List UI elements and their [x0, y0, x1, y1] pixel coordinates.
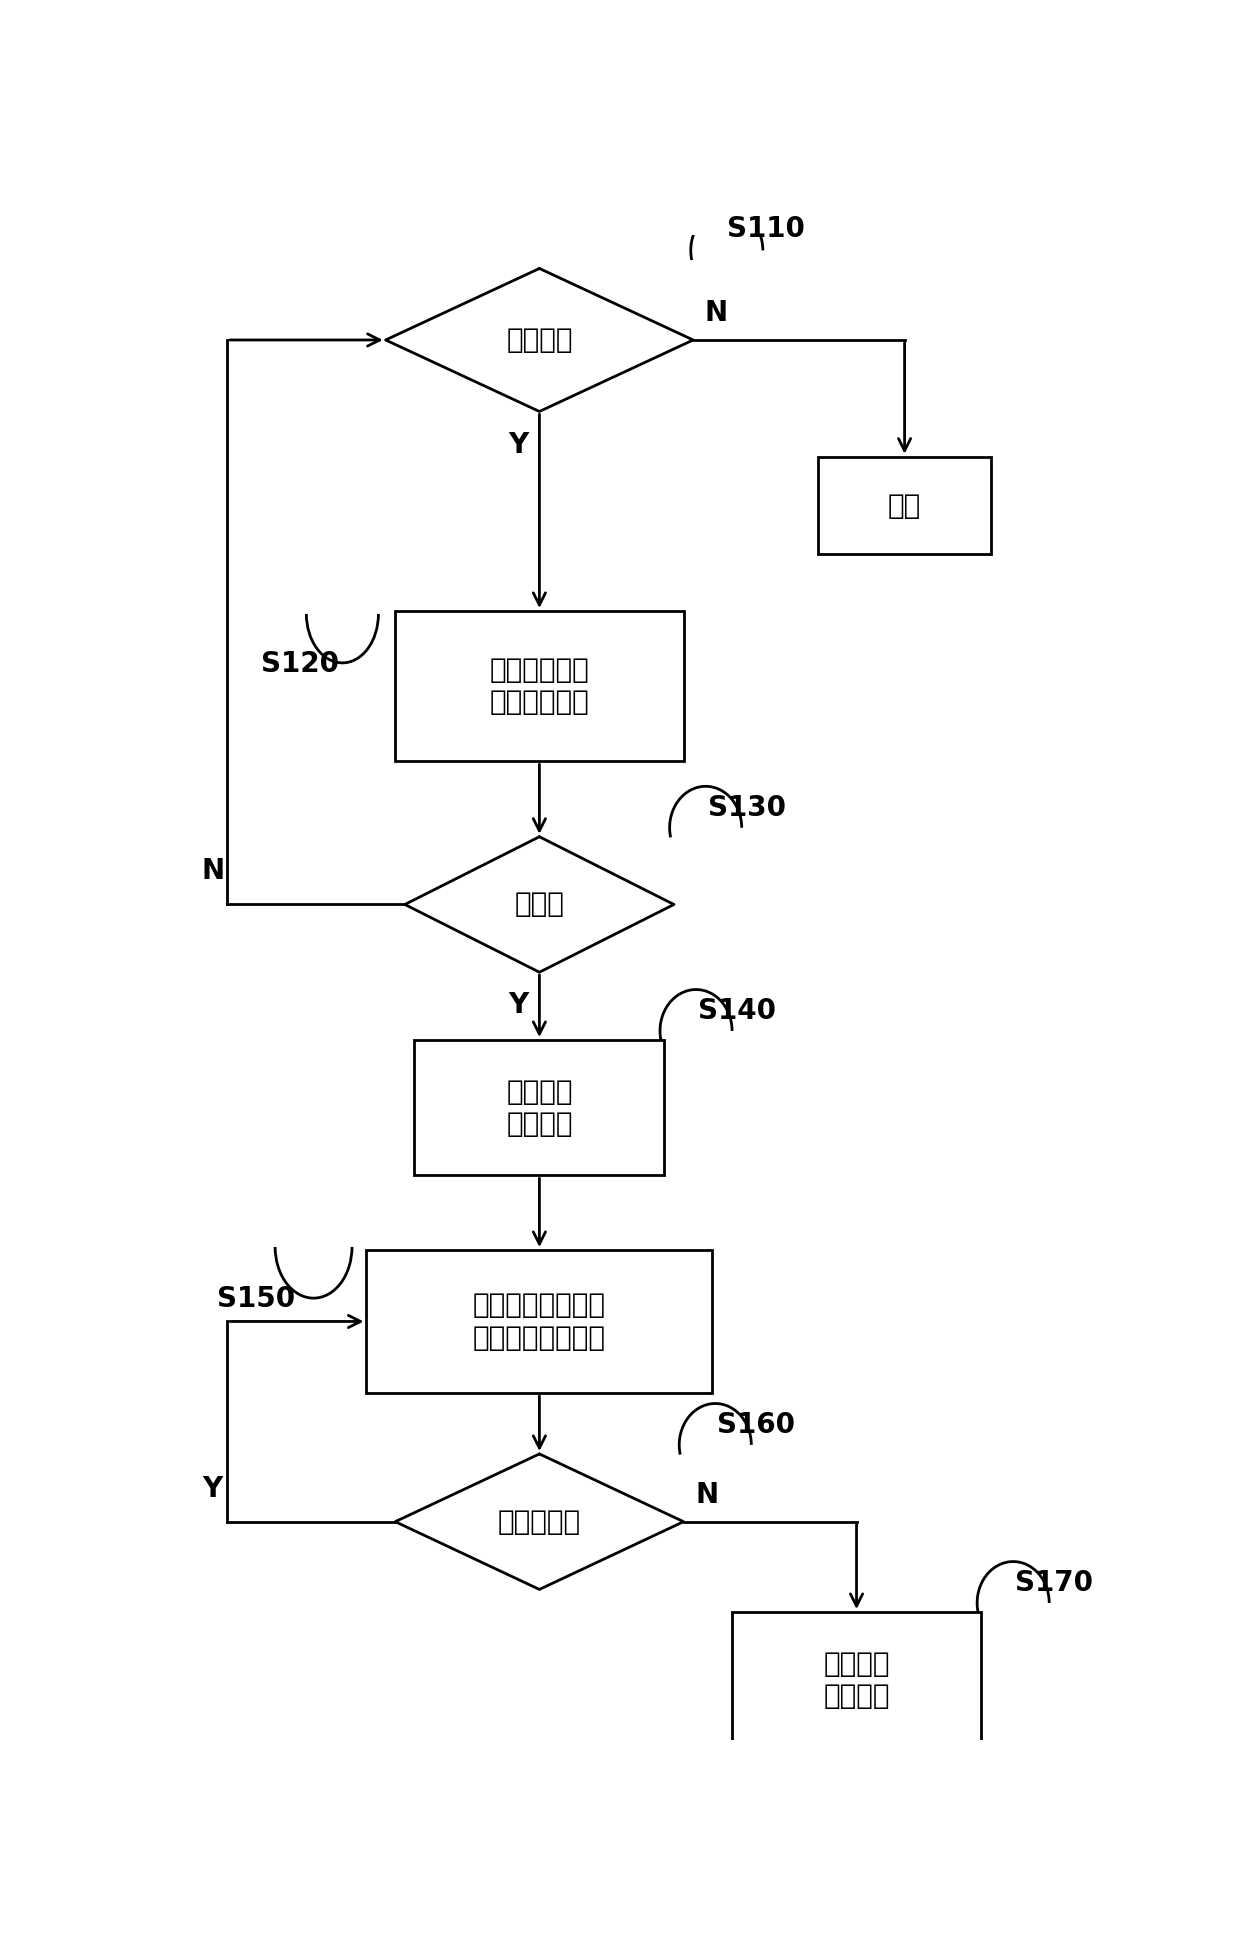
Text: 预约车位: 预约车位 [506, 326, 573, 354]
Text: 车位有车辆: 车位有车辆 [497, 1507, 582, 1537]
Bar [414, 1040, 665, 1175]
Bar [732, 1613, 982, 1748]
Text: 信息获取模块按照
预设间隔启动工作: 信息获取模块按照 预设间隔启动工作 [472, 1290, 606, 1351]
Text: S120: S120 [260, 649, 339, 678]
Text: 打开车位
安全机构: 打开车位 安全机构 [823, 1650, 890, 1711]
Bar [818, 457, 991, 555]
Text: N: N [201, 858, 224, 886]
Text: N: N [704, 299, 728, 326]
Text: S140: S140 [698, 997, 776, 1024]
Text: S170: S170 [1016, 1570, 1094, 1597]
Text: Y: Y [508, 430, 528, 459]
Text: Y: Y [508, 991, 528, 1019]
Text: N: N [696, 1480, 718, 1509]
Text: 预约车: 预约车 [515, 890, 564, 919]
Text: S160: S160 [717, 1412, 795, 1439]
Bar [367, 1249, 713, 1394]
Text: Y: Y [202, 1474, 223, 1503]
Text: 关闭车位
安全机构: 关闭车位 安全机构 [506, 1077, 573, 1138]
Text: S110: S110 [727, 215, 805, 242]
Text: S130: S130 [708, 794, 786, 821]
Bar [396, 612, 683, 762]
Text: S150: S150 [217, 1284, 295, 1314]
Text: 结束: 结束 [888, 491, 921, 520]
Text: 获取待停车车
辆的相关信息: 获取待停车车 辆的相关信息 [490, 657, 589, 716]
